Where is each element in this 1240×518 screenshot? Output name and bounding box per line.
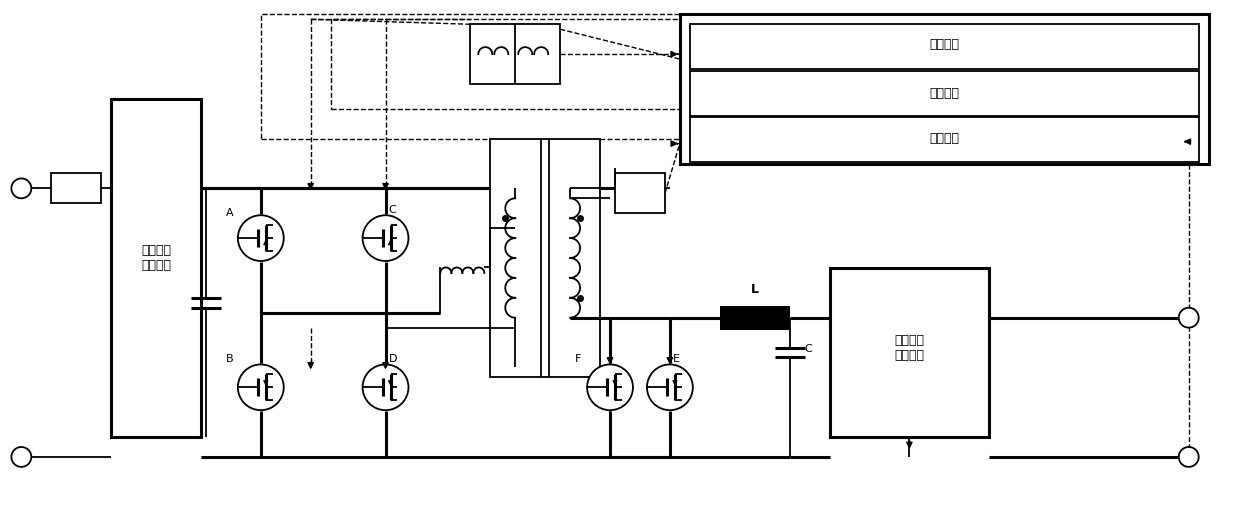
Text: D: D (388, 354, 397, 365)
Circle shape (238, 365, 284, 410)
Text: F: F (575, 354, 582, 365)
Circle shape (238, 215, 284, 261)
Bar (830, 268, 990, 437)
Bar (680, 15, 1209, 164)
Bar (689, 117, 1199, 162)
Circle shape (362, 365, 408, 410)
Circle shape (647, 365, 693, 410)
Text: L: L (750, 283, 759, 296)
Bar (490, 139, 600, 377)
Circle shape (1179, 308, 1199, 327)
Bar (689, 71, 1199, 116)
Text: 采样电路: 采样电路 (929, 132, 960, 145)
Circle shape (587, 365, 632, 410)
Bar (331, 19, 680, 109)
Text: E: E (673, 354, 680, 365)
Text: 驱动电路: 驱动电路 (929, 38, 960, 51)
Bar (470, 24, 560, 84)
Bar (719, 306, 790, 329)
Text: B: B (226, 354, 233, 365)
Bar (615, 174, 665, 213)
Circle shape (11, 178, 31, 198)
Circle shape (362, 215, 408, 261)
Text: 电磁屜容
性滤波器: 电磁屜容 性滤波器 (141, 244, 171, 272)
Text: A: A (226, 208, 233, 218)
Text: 电磁屜容
性滤波器: 电磁屜容 性滤波器 (894, 334, 924, 362)
Circle shape (11, 447, 31, 467)
Text: C: C (805, 344, 812, 354)
Circle shape (1179, 447, 1199, 467)
Text: 微处理器: 微处理器 (929, 88, 960, 100)
Bar (51, 174, 102, 203)
Bar (689, 24, 1199, 69)
Bar (112, 99, 201, 437)
Text: C: C (388, 205, 397, 215)
Bar (260, 15, 680, 139)
